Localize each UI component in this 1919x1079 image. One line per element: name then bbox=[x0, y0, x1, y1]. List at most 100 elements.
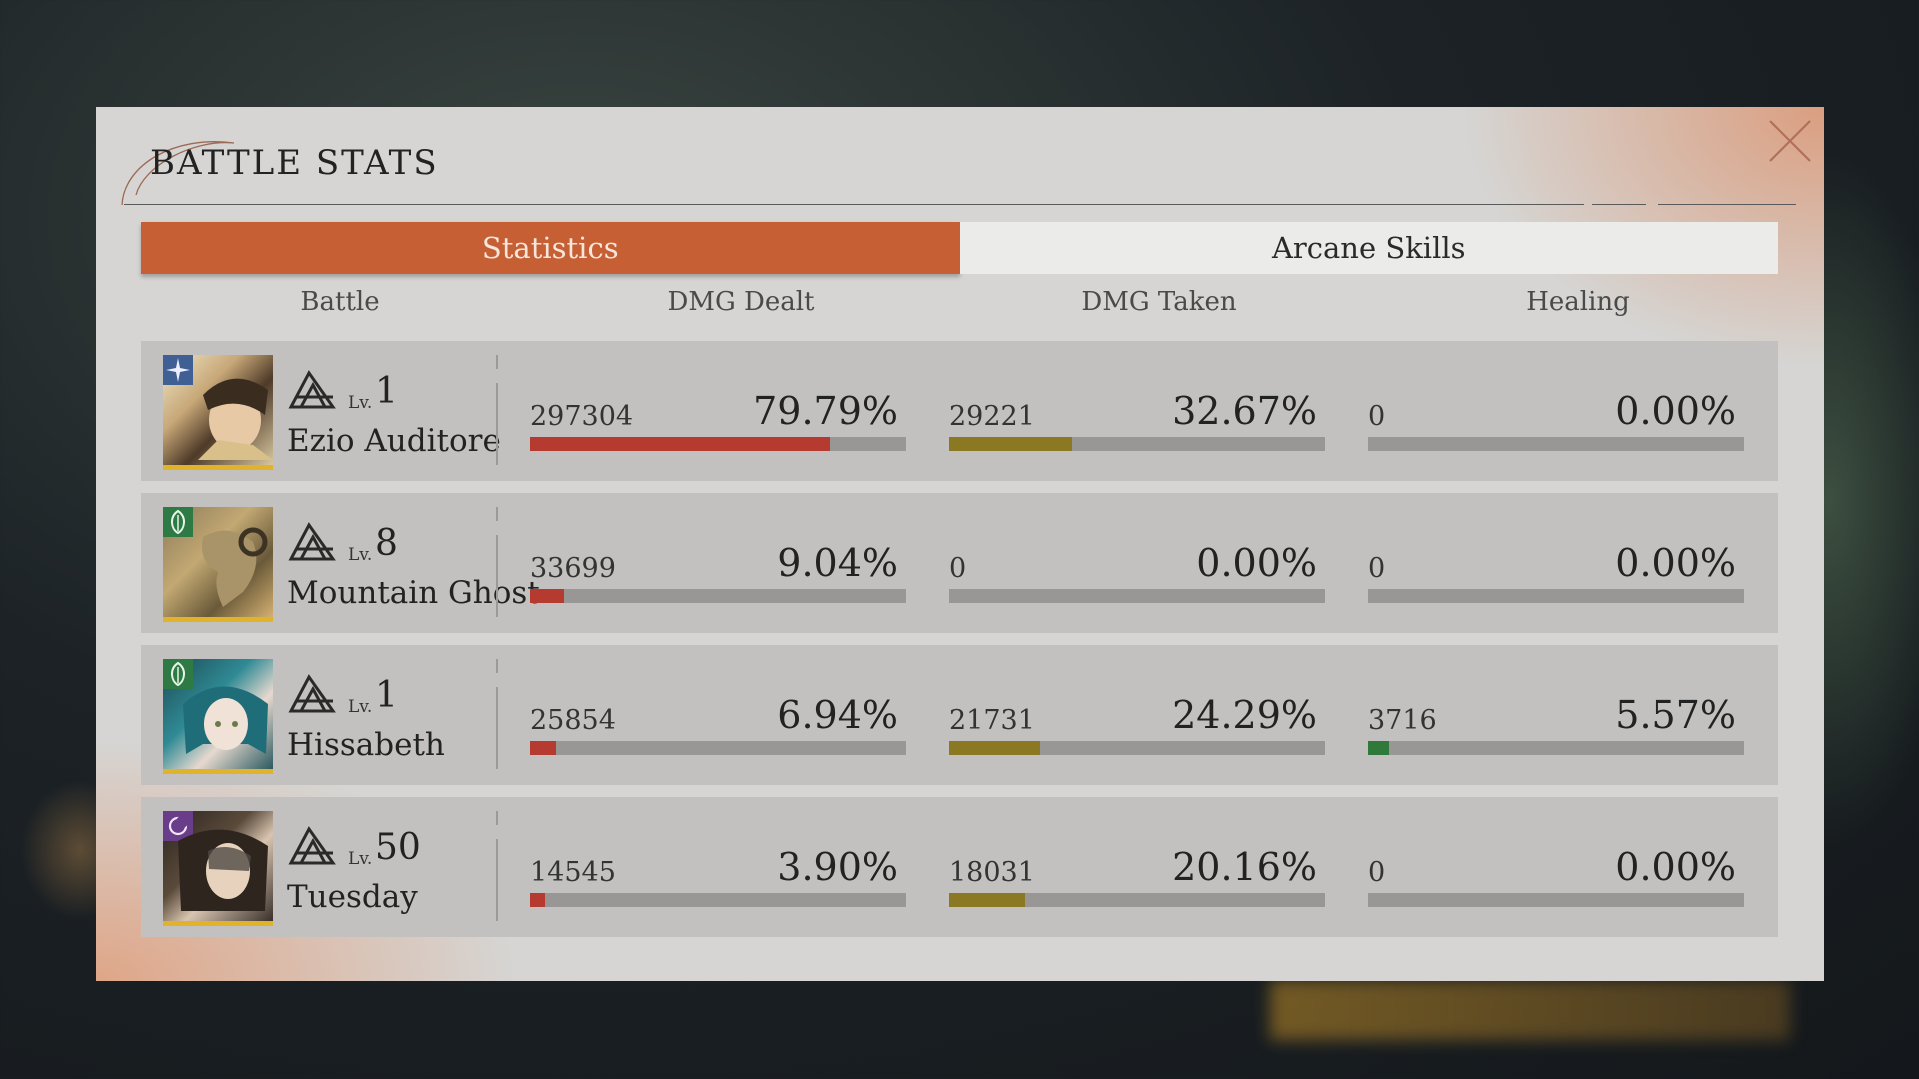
healing-stat: 0 0.00% bbox=[1368, 845, 1744, 907]
rank-icon bbox=[288, 826, 336, 865]
battle-stats-dialog: BATTLE STATS Statistics Arcane Skills Ba… bbox=[96, 107, 1824, 981]
tab-statistics[interactable]: Statistics bbox=[141, 222, 960, 274]
column-header-dmg-taken: DMG Taken bbox=[1081, 287, 1237, 317]
character-portrait[interactable] bbox=[163, 811, 273, 926]
dmg-dealt-value: 297304 bbox=[530, 401, 634, 432]
column-header-dmg-dealt: DMG Dealt bbox=[667, 287, 815, 317]
rank-icon bbox=[288, 522, 336, 561]
title-underline bbox=[124, 204, 1584, 205]
rank-icon bbox=[288, 370, 336, 409]
dmg-taken-value: 18031 bbox=[949, 857, 1035, 888]
dmg-dealt-percent: 79.79% bbox=[753, 389, 898, 433]
dmg-dealt-percent: 9.04% bbox=[777, 541, 898, 585]
dmg-taken-fill bbox=[949, 437, 1072, 451]
healing-value: 0 bbox=[1368, 553, 1386, 584]
tab-bar: Statistics Arcane Skills bbox=[141, 222, 1778, 274]
dmg-taken-stat: 21731 24.29% bbox=[949, 693, 1325, 755]
stats-row: Lv. 1 Ezio Auditore 297304 79.79% 29221 … bbox=[141, 341, 1778, 481]
level-value: 1 bbox=[375, 675, 398, 716]
healing-percent: 0.00% bbox=[1615, 845, 1736, 889]
character-name: Ezio Auditore bbox=[287, 423, 501, 459]
dmg-taken-value: 0 bbox=[949, 553, 967, 584]
healing-stat: 0 0.00% bbox=[1368, 389, 1744, 451]
dmg-dealt-stat: 14545 3.90% bbox=[530, 845, 906, 907]
healing-fill bbox=[1368, 741, 1389, 755]
dmg-dealt-value: 14545 bbox=[530, 857, 616, 888]
dmg-taken-bar bbox=[949, 741, 1325, 755]
dmg-dealt-fill bbox=[530, 893, 545, 907]
dmg-dealt-fill bbox=[530, 589, 564, 603]
dmg-taken-fill bbox=[949, 893, 1025, 907]
moon-element-icon bbox=[163, 811, 193, 841]
dmg-dealt-bar bbox=[530, 893, 906, 907]
character-art bbox=[202, 527, 268, 607]
title-underline-segment bbox=[1592, 204, 1646, 205]
dmg-dealt-stat: 297304 79.79% bbox=[530, 389, 906, 451]
healing-bar bbox=[1368, 741, 1744, 755]
dmg-dealt-value: 33699 bbox=[530, 553, 616, 584]
dmg-dealt-bar bbox=[530, 437, 906, 451]
tab-arcane-skills[interactable]: Arcane Skills bbox=[959, 222, 1778, 274]
character-name: Tuesday bbox=[287, 879, 418, 915]
healing-bar bbox=[1368, 437, 1744, 451]
character-portrait[interactable] bbox=[163, 507, 273, 622]
healing-percent: 0.00% bbox=[1615, 389, 1736, 433]
healing-value: 0 bbox=[1368, 401, 1386, 432]
close-button[interactable] bbox=[1764, 115, 1816, 167]
row-divider bbox=[496, 507, 498, 617]
dmg-dealt-bar bbox=[530, 741, 906, 755]
dmg-dealt-fill bbox=[530, 741, 557, 755]
character-portrait[interactable] bbox=[163, 355, 273, 470]
dmg-taken-stat: 18031 20.16% bbox=[949, 845, 1325, 907]
level-value: 1 bbox=[375, 371, 398, 412]
character-name: Hissabeth bbox=[287, 727, 445, 763]
row-divider bbox=[496, 811, 498, 921]
row-divider bbox=[496, 659, 498, 769]
character-portrait[interactable] bbox=[163, 659, 273, 774]
level-prefix: Lv. bbox=[348, 545, 373, 565]
star-element-icon bbox=[163, 355, 193, 385]
dmg-taken-value: 29221 bbox=[949, 401, 1035, 432]
dmg-taken-bar bbox=[949, 893, 1325, 907]
column-header-battle: Battle bbox=[300, 287, 380, 317]
dmg-taken-bar bbox=[949, 437, 1325, 451]
title-swirl-ornament bbox=[121, 141, 235, 206]
stats-row: Lv. 8 Mountain Ghost 33699 9.04% 0 0.00%… bbox=[141, 493, 1778, 633]
dmg-dealt-percent: 6.94% bbox=[777, 693, 898, 737]
title-underline-segment bbox=[1658, 204, 1796, 205]
level-value: 50 bbox=[375, 827, 421, 868]
healing-bar bbox=[1368, 589, 1744, 603]
rank-icon bbox=[288, 674, 336, 713]
stats-row: Lv. 50 Tuesday 14545 3.90% 18031 20.16% … bbox=[141, 797, 1778, 937]
dmg-taken-percent: 0.00% bbox=[1196, 541, 1317, 585]
level-value: 8 bbox=[375, 523, 398, 564]
level-prefix: Lv. bbox=[348, 849, 373, 869]
healing-value: 0 bbox=[1368, 857, 1386, 888]
character-art bbox=[178, 829, 268, 911]
character-name: Mountain Ghost bbox=[287, 575, 540, 611]
healing-stat: 0 0.00% bbox=[1368, 541, 1744, 603]
dmg-taken-fill bbox=[949, 741, 1041, 755]
close-icon bbox=[1769, 120, 1811, 162]
leaf-element-icon bbox=[163, 507, 193, 537]
dmg-taken-stat: 0 0.00% bbox=[949, 541, 1325, 603]
dmg-taken-percent: 24.29% bbox=[1172, 693, 1317, 737]
dmg-dealt-bar bbox=[530, 589, 906, 603]
dmg-dealt-value: 25854 bbox=[530, 705, 616, 736]
dmg-taken-bar bbox=[949, 589, 1325, 603]
dmg-taken-stat: 29221 32.67% bbox=[949, 389, 1325, 451]
leaf-element-icon bbox=[163, 659, 193, 689]
dmg-taken-percent: 32.67% bbox=[1172, 389, 1317, 433]
column-header-healing: Healing bbox=[1526, 287, 1630, 317]
character-art bbox=[198, 378, 273, 460]
background-bottom-buttons bbox=[1270, 980, 1790, 1040]
healing-percent: 0.00% bbox=[1615, 541, 1736, 585]
dmg-taken-value: 21731 bbox=[949, 705, 1035, 736]
level-prefix: Lv. bbox=[348, 697, 373, 717]
dmg-dealt-percent: 3.90% bbox=[777, 845, 898, 889]
healing-value: 3716 bbox=[1368, 705, 1437, 736]
dmg-dealt-stat: 25854 6.94% bbox=[530, 693, 906, 755]
stats-row: Lv. 1 Hissabeth 25854 6.94% 21731 24.29%… bbox=[141, 645, 1778, 785]
healing-stat: 3716 5.57% bbox=[1368, 693, 1744, 755]
dmg-taken-percent: 20.16% bbox=[1172, 845, 1317, 889]
